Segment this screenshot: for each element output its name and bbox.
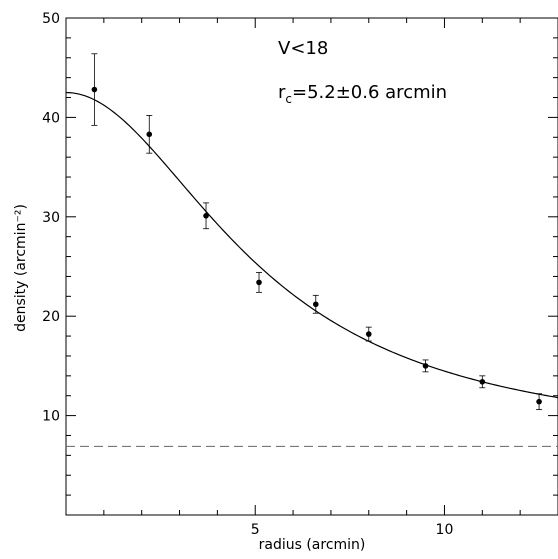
y-tick-label: 40 bbox=[42, 110, 60, 126]
king-profile-fit-curve bbox=[65, 91, 558, 399]
data-point bbox=[256, 279, 262, 286]
fit-layer bbox=[65, 91, 558, 399]
y-tick-label: 10 bbox=[42, 409, 60, 425]
x-tick-label: 10 bbox=[436, 522, 454, 538]
y-axis-label: density (arcmin⁻²) bbox=[13, 204, 29, 332]
annotation-core-radius-text: =5.2±0.6 arcmin bbox=[292, 82, 447, 103]
annotation-core-radius-symbol: r bbox=[278, 82, 286, 103]
plot-frame bbox=[65, 17, 558, 516]
data-point bbox=[365, 331, 372, 337]
data-point bbox=[146, 131, 153, 138]
data-point bbox=[203, 213, 209, 219]
annotation-core-radius: rc=5.2±0.6 arcmin bbox=[278, 82, 447, 106]
annotation-core-radius-subscript: c bbox=[285, 92, 292, 106]
annotation-sample: V<18 bbox=[278, 38, 328, 59]
ticks-layer: 5 10 10 20 30 40 50 bbox=[42, 11, 558, 538]
y-tick-label: 50 bbox=[42, 11, 60, 27]
points-layer bbox=[91, 53, 543, 411]
y-tick-label: 20 bbox=[42, 309, 60, 325]
x-axis-label: radius (arcmin) bbox=[259, 537, 366, 553]
y-tick-label: 30 bbox=[42, 210, 60, 226]
data-point bbox=[479, 379, 486, 385]
data-point bbox=[422, 363, 429, 369]
x-tick-label: 5 bbox=[251, 522, 260, 538]
data-point bbox=[312, 301, 319, 308]
data-point bbox=[91, 86, 98, 93]
data-point bbox=[536, 398, 542, 405]
